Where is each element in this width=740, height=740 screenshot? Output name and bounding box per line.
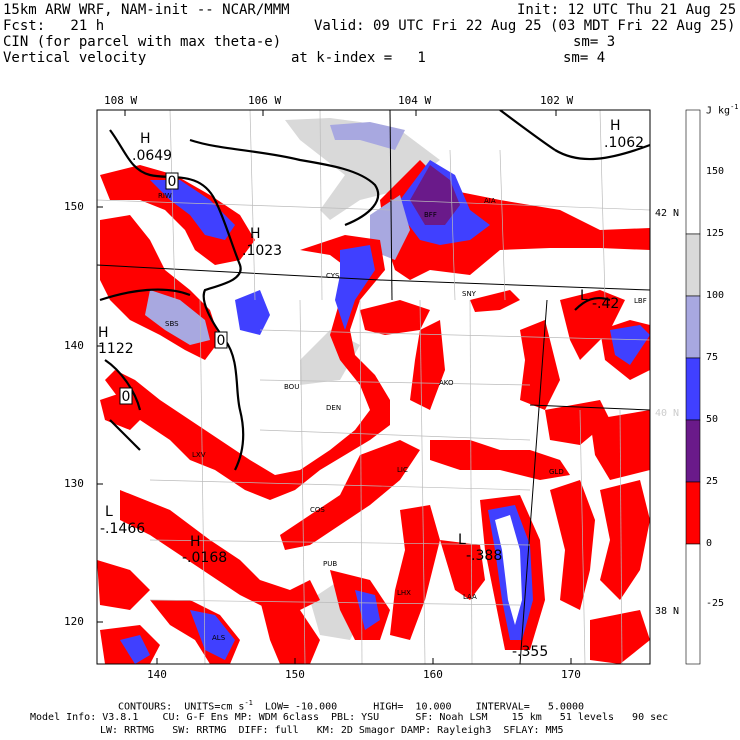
svg-text:-.42: -.42: [592, 296, 619, 312]
colorbar-tick: 0: [706, 538, 713, 549]
station-sbs: SBS: [165, 320, 179, 328]
station-labels: RIW AIA BFF CYS SNY LBF SBS BOU DEN AKO …: [158, 192, 647, 642]
bottom-axis-label: 150: [285, 668, 305, 681]
model-info: Model Info: V3.8.1 CU: G-F Ens MP: WDM 6…: [30, 712, 669, 723]
station-lxv: LXV: [192, 451, 206, 459]
init-time: Init: 12 UTC Thu 21 Aug 25: [517, 2, 737, 18]
station-riw: RIW: [158, 192, 172, 200]
axis-ticks: [97, 110, 572, 664]
lat-label: 42 N: [655, 208, 680, 219]
left-axis-label: 150: [64, 200, 84, 213]
station-bff: BFF: [424, 211, 437, 219]
svg-text:0: 0: [217, 333, 226, 349]
contour-zero-label: 0: [119, 387, 133, 405]
svg-text:.1062: .1062: [604, 135, 644, 151]
valid-time: Valid: 09 UTC Fri 22 Aug 25 (03 MDT Fri …: [314, 18, 736, 34]
station-aia: AIA: [484, 197, 496, 205]
svg-text:0: 0: [122, 389, 131, 405]
svg-text:L: L: [458, 532, 466, 548]
station-gld: GLD: [549, 468, 564, 476]
smoothing-cin: sm= 3: [573, 34, 616, 50]
colorbar: [685, 109, 701, 665]
station-sny: SNY: [462, 290, 477, 298]
colorbar-tick: 25: [706, 476, 719, 487]
svg-text:-.1466: -.1466: [100, 521, 145, 537]
svg-text:.0649: .0649: [132, 148, 172, 164]
svg-text:H: H: [98, 325, 109, 341]
top-axis-label: 108 W: [104, 94, 138, 107]
svg-text:1122: 1122: [98, 341, 134, 357]
colorbar-tick: -25: [706, 598, 725, 609]
station-laa: LAA: [463, 593, 477, 601]
colorbar-tick: 100: [706, 290, 725, 301]
field-vertical-velocity: Vertical velocity: [3, 50, 147, 66]
plot-frame: [96, 109, 651, 665]
colorbar-tick: 75: [706, 352, 719, 363]
station-lhx: LHX: [397, 589, 411, 597]
station-pub: PUB: [323, 560, 337, 568]
colorbar-tick: 150: [706, 166, 725, 177]
svg-text:H: H: [250, 226, 261, 242]
field-cin: CIN (for parcel with max theta-e): [3, 34, 282, 50]
contour-zero-label: 0: [214, 331, 228, 349]
lat-label: 38 N: [655, 606, 680, 617]
contour-info: CONTOURS: UNITS=cm s-1 LOW= -10.000 HIGH…: [118, 699, 585, 713]
svg-text:H: H: [190, 534, 201, 550]
station-ako: AKO: [439, 379, 454, 387]
colorbar-unit: J kg-1: [706, 103, 739, 117]
svg-text:.1023: .1023: [242, 243, 282, 259]
top-axis-label: 104 W: [398, 94, 432, 107]
pressure-labels: H .0649 H .1023 H .1062 H 1122 H -.0168 …: [98, 118, 644, 660]
svg-text:H: H: [140, 131, 151, 147]
top-axis-label: 106 W: [248, 94, 282, 107]
station-cys: CYS: [326, 272, 340, 280]
svg-text:-.0168: -.0168: [182, 550, 227, 566]
station-bou: BOU: [284, 383, 299, 391]
model-title: 15km ARW WRF, NAM-init -- NCAR/MMM: [3, 2, 290, 18]
station-den: DEN: [326, 404, 341, 412]
left-axis-label: 130: [64, 477, 84, 490]
svg-text:H: H: [610, 118, 621, 134]
bottom-axis-label: 170: [561, 668, 581, 681]
svg-text:L: L: [580, 288, 588, 304]
station-lic: LIC: [397, 466, 408, 474]
svg-text:0: 0: [168, 174, 177, 190]
svg-text:L: L: [105, 504, 113, 520]
colorbar-tick: 50: [706, 414, 719, 425]
lat-label: 40 N: [655, 408, 680, 419]
svg-text:-.355: -.355: [512, 644, 548, 660]
smoothing-w: sm= 4: [563, 50, 606, 66]
station-cos: COS: [310, 506, 325, 514]
k-index: at k-index = 1: [291, 50, 426, 66]
station-als: ALS: [212, 634, 226, 642]
model-info-2: LW: RRTMG SW: RRTMG DIFF: full KM: 2D Sm…: [100, 725, 564, 736]
station-lbf: LBF: [634, 297, 647, 305]
top-axis-label: 102 W: [540, 94, 574, 107]
left-axis-label: 140: [64, 339, 84, 352]
contour-zero-label: 0: [165, 172, 179, 190]
svg-text:-.388: -.388: [466, 548, 502, 564]
left-axis-label: 120: [64, 615, 84, 628]
forecast-hour: Fcst: 21 h: [3, 18, 105, 34]
bottom-axis-label: 140: [147, 668, 167, 681]
cin-fill-layer: 0 0 0 RIW AIA BFF CYS SNY LBF SBS BOU DE…: [97, 110, 650, 664]
colorbar-tick: 125: [706, 228, 725, 239]
bottom-axis-label: 160: [423, 668, 443, 681]
